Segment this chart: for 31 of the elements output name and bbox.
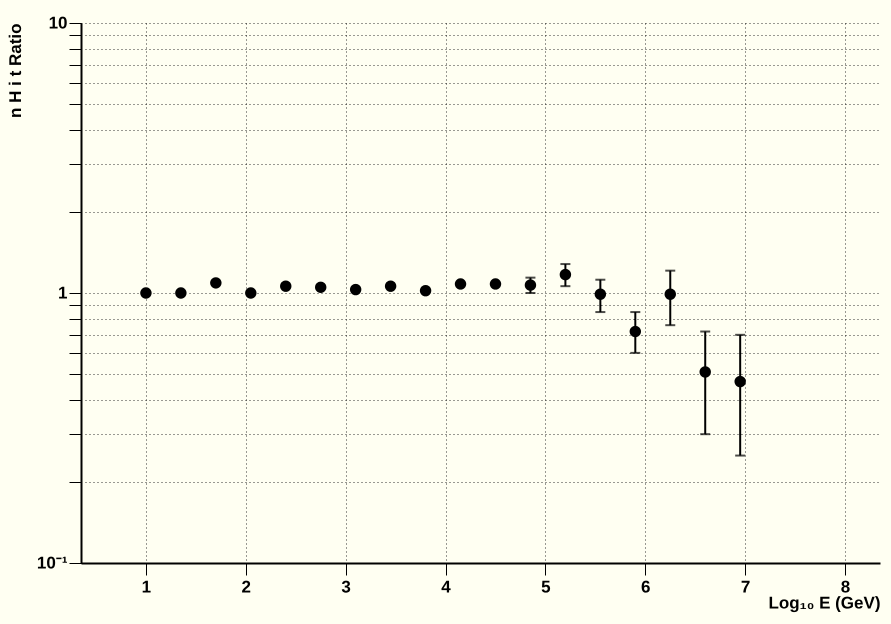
point (245, 287, 256, 299)
y-tick-label: 10⁻¹ (36, 554, 68, 572)
point (490, 278, 502, 290)
point (734, 376, 746, 388)
point (384, 280, 396, 292)
x-tick-label: 6 (641, 578, 651, 596)
point (420, 284, 432, 296)
point (350, 284, 362, 296)
point (664, 288, 676, 300)
point (560, 268, 572, 280)
x-tick-label: 3 (341, 578, 351, 596)
point (140, 287, 152, 299)
point (700, 366, 711, 378)
point (210, 277, 222, 289)
y-tick-label: 1 (58, 284, 68, 302)
point (630, 326, 642, 338)
x-tick-label: 2 (242, 578, 252, 596)
x-tick-label: 4 (441, 578, 452, 596)
y-tick-label: 10 (48, 14, 68, 32)
x-axis-title: Log₁₀ E (GeV) (768, 594, 880, 612)
x-tick-label: 8 (840, 578, 850, 596)
point (280, 280, 292, 292)
x-tick-label: 7 (740, 578, 750, 596)
y-axis-title: n H i t Ratio (6, 24, 25, 118)
x-tick-label: 5 (541, 578, 551, 596)
point (524, 279, 536, 291)
x-tick-label: 1 (142, 578, 152, 596)
point (594, 288, 606, 300)
point (454, 278, 466, 290)
point (175, 287, 187, 299)
point (315, 282, 326, 293)
